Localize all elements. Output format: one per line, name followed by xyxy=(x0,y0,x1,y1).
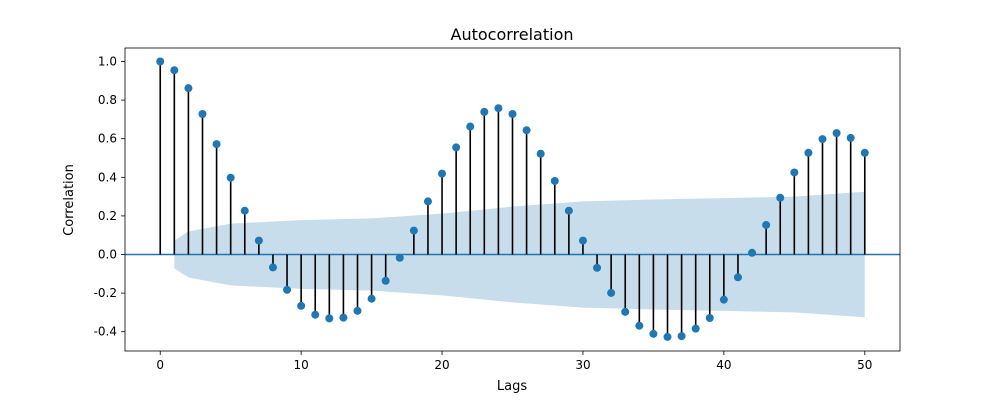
acf-point xyxy=(156,57,165,66)
acf-point xyxy=(564,206,573,215)
acf-point xyxy=(240,206,249,215)
y-tick-label: -0.4 xyxy=(94,325,117,339)
x-tick-label: 40 xyxy=(716,358,731,372)
y-tick-label: 0.6 xyxy=(98,132,117,146)
y-tick-label: 0.0 xyxy=(98,248,117,262)
acf-point xyxy=(452,143,461,152)
acf-point xyxy=(508,110,517,119)
acf-point xyxy=(790,168,799,177)
acf-point xyxy=(353,306,362,315)
acf-point xyxy=(649,329,658,338)
acf-point xyxy=(804,148,813,157)
acf-point xyxy=(226,173,235,182)
acf-point xyxy=(578,236,587,245)
x-tick-label: 50 xyxy=(857,358,872,372)
x-tick-label: 10 xyxy=(293,358,308,372)
acf-point xyxy=(733,273,742,282)
acf-point xyxy=(254,236,263,245)
acf-point xyxy=(832,129,841,138)
y-tick-label: 1.0 xyxy=(98,55,117,69)
y-axis-label: Correlation xyxy=(62,164,77,236)
x-tick-label: 20 xyxy=(434,358,449,372)
stems-layer xyxy=(159,61,866,337)
acf-point xyxy=(635,321,644,330)
acf-point xyxy=(198,110,207,119)
acf-point xyxy=(184,84,193,93)
y-tick-label: -0.2 xyxy=(94,286,117,300)
acf-point xyxy=(381,276,390,285)
acf-point xyxy=(748,248,757,257)
acf-point xyxy=(268,263,277,272)
acf-point xyxy=(283,285,292,294)
markers-layer xyxy=(156,57,869,341)
acf-point xyxy=(212,140,221,149)
acf-point xyxy=(705,313,714,322)
acf-point xyxy=(818,135,827,144)
y-tick-label: 0.4 xyxy=(98,170,117,184)
acf-point xyxy=(846,133,855,142)
acf-point xyxy=(691,324,700,333)
acf-point xyxy=(776,193,785,202)
acf-point xyxy=(170,66,179,75)
acf-point xyxy=(550,176,559,185)
acf-point xyxy=(593,263,602,272)
x-tick-label: 30 xyxy=(575,358,590,372)
y-tick-label: 0.8 xyxy=(98,93,117,107)
acf-point xyxy=(409,226,418,235)
acf-point xyxy=(663,332,672,341)
plot-frame xyxy=(124,47,901,352)
acf-point xyxy=(719,295,728,304)
acf-point xyxy=(607,288,616,297)
acf-point xyxy=(466,122,475,131)
acf-point xyxy=(762,220,771,229)
chart-title: Autocorrelation xyxy=(451,25,574,44)
x-tick-label: 0 xyxy=(156,358,164,372)
acf-point xyxy=(297,301,306,310)
acf-point xyxy=(480,107,489,116)
acf-point xyxy=(423,197,432,206)
y-tick-label: 0.2 xyxy=(98,209,117,223)
acf-point xyxy=(311,310,320,319)
acf-point xyxy=(325,314,334,323)
acf-point xyxy=(494,104,503,113)
acf-point xyxy=(621,307,630,316)
acf-point xyxy=(536,149,545,158)
axis-ticks-layer: 0 10 20 30 40 50 -0.4 -0.2 0.0 0.2 0.4 0.6 0.8 1.0 xyxy=(94,55,873,372)
acf-point xyxy=(860,148,869,157)
acf-point xyxy=(339,313,348,322)
acf-point xyxy=(438,169,447,178)
acf-point xyxy=(395,253,404,262)
acf-point xyxy=(522,126,531,135)
x-axis-label: Lags xyxy=(497,379,527,394)
acf-point xyxy=(677,332,686,341)
acf-point xyxy=(367,294,376,303)
